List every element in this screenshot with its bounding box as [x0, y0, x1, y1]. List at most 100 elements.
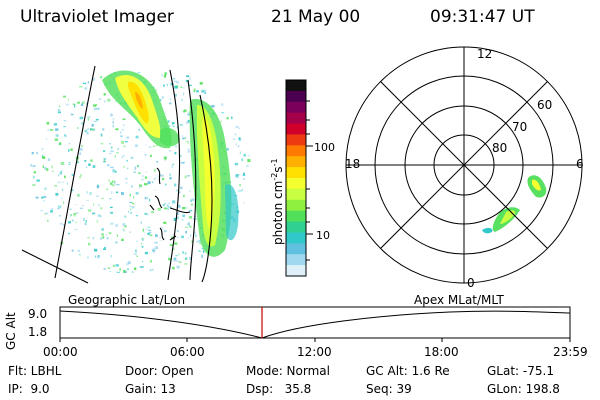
speckle-pixel [144, 212, 148, 215]
colorbar-band [286, 210, 306, 223]
speckle-pixel [73, 213, 76, 217]
speckle-pixel [92, 212, 96, 214]
speckle-pixel [47, 129, 50, 131]
speckle-pixel [79, 152, 81, 155]
speckle-pixel [68, 163, 71, 165]
speckle-pixel [203, 89, 207, 91]
speckle-pixel [226, 117, 229, 120]
speckle-pixel [71, 173, 74, 176]
speckle-pixel [103, 268, 106, 270]
speckle-pixel [116, 234, 119, 237]
speckle-pixel [81, 103, 84, 106]
speckle-pixel [171, 122, 175, 125]
speckle-pixel [66, 182, 68, 185]
speckle-pixel [182, 161, 186, 164]
speckle-pixel [198, 239, 201, 243]
speckle-pixel [144, 176, 147, 179]
speckle-pixel [168, 255, 170, 258]
speckle-pixel [140, 221, 142, 224]
speckle-pixel [168, 206, 172, 208]
speckle-pixel [133, 253, 137, 255]
speckle-pixel [45, 212, 48, 215]
speckle-pixel [96, 219, 98, 223]
colorbar-band [286, 167, 306, 179]
speckle-pixel [155, 246, 158, 250]
speckle-pixel [164, 72, 167, 76]
speckle-pixel [30, 164, 33, 167]
speckle-pixel [168, 150, 171, 152]
speckle-pixel [44, 213, 46, 215]
speckle-pixel [182, 251, 185, 254]
speckle-pixel [33, 175, 35, 179]
speckle-pixel [68, 142, 71, 144]
geographic-grid-lines [21, 65, 213, 284]
speckle-pixel [59, 142, 62, 146]
speckle-pixel [122, 228, 125, 230]
speckle-pixel [193, 90, 196, 93]
speckle-pixel [152, 247, 156, 250]
speckle-pixel [59, 215, 61, 217]
speckle-pixel [88, 242, 91, 246]
speckle-pixel [79, 207, 84, 209]
speckle-pixel [84, 223, 87, 225]
speckle-pixel [141, 178, 144, 181]
speckle-pixel [182, 135, 184, 138]
colorbar-band [286, 80, 306, 92]
speckle-pixel [150, 154, 152, 157]
speckle-pixel [111, 180, 116, 183]
speckle-pixel [129, 205, 131, 207]
speckle-pixel [97, 256, 100, 259]
speckle-pixel [57, 174, 60, 177]
speckle-pixel [100, 207, 103, 210]
speckle-pixel [168, 258, 171, 261]
colorbar-band [286, 188, 306, 201]
speckle-pixel [78, 194, 80, 197]
speckle-pixel [116, 184, 120, 186]
speckle-pixel [115, 241, 118, 244]
speckle-pixel [75, 221, 77, 224]
speckle-pixel [110, 211, 113, 214]
speckle-pixel [126, 268, 129, 271]
speckle-pixel [70, 214, 73, 216]
speckle-pixel [96, 195, 99, 197]
speckle-pixel [121, 156, 123, 159]
speckle-pixel [111, 184, 115, 187]
speckle-pixel [202, 250, 205, 253]
speckle-pixel [153, 251, 155, 254]
x-axis-ticks [59, 338, 571, 342]
speckle-pixel [86, 191, 88, 194]
speckle-pixel [51, 165, 53, 169]
speckle-pixel [186, 140, 188, 143]
speckle-pixel [101, 236, 104, 239]
info-glat: GLat: -75.1 [487, 364, 554, 378]
speckle-pixel [190, 199, 193, 202]
speckle-pixel [109, 182, 113, 185]
speckle-pixel [42, 165, 44, 168]
speckle-pixel [88, 163, 91, 166]
speckle-pixel [79, 85, 83, 88]
x-tick-18: 18:00 [424, 345, 459, 359]
speckle-pixel [94, 248, 98, 252]
speckle-pixel [124, 177, 128, 180]
speckle-pixel [63, 125, 66, 128]
speckle-pixel [195, 234, 197, 238]
colorbar-band [286, 178, 306, 190]
speckle-pixel [104, 247, 107, 249]
speckle-pixel [139, 186, 141, 189]
speckle-pixel [131, 185, 133, 188]
speckle-pixel [145, 171, 147, 173]
mlt-label-0: 0 [467, 276, 475, 290]
speckle-pixel [189, 84, 192, 86]
speckle-pixel [187, 148, 190, 151]
speckle-pixel [115, 191, 119, 194]
speckle-pixel [102, 128, 105, 131]
speckle-pixel [191, 198, 195, 201]
speckle-pixel [162, 204, 165, 206]
speckle-pixel [172, 234, 176, 236]
speckle-pixel [157, 174, 159, 178]
speckle-pixel [241, 188, 243, 192]
speckle-pixel [67, 98, 69, 101]
speckle-pixel [74, 228, 78, 230]
speckle-pixel [74, 105, 76, 108]
speckle-pixel [87, 116, 91, 118]
